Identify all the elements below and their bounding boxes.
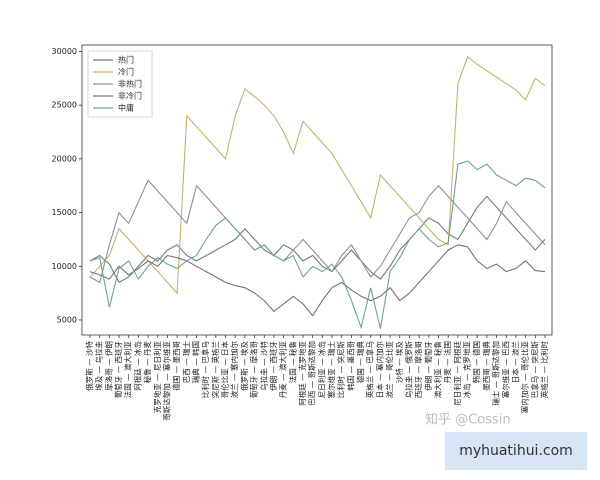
x-tick-label: 巴西 — 瑞士: [181, 341, 191, 384]
x-tick-label: 韩国 — 德国: [471, 341, 481, 383]
x-tick-label: 伊朗 — 西班牙: [268, 341, 278, 391]
x-tick-label: 波兰 — 塞内加尔: [229, 341, 239, 399]
x-tick-label: 英格兰 — 比利时: [539, 341, 549, 399]
x-tick-label: 巴西 — 哥斯达黎加: [307, 341, 317, 406]
legend-label: 中庸: [118, 103, 134, 113]
x-tick-label: 阿根廷 — 克罗地亚: [297, 341, 307, 406]
series-line: [89, 244, 546, 317]
legend-label: 热门: [118, 55, 134, 65]
y-tick-label: 15000: [52, 208, 77, 217]
x-tick-label: 埃及 — 乌拉圭: [94, 341, 104, 391]
y-tick-label: 5000: [57, 315, 77, 324]
x-tick-label: 俄罗斯 — 沙特: [84, 341, 94, 391]
y-tick-label: 25000: [52, 101, 77, 110]
x-tick-label: 摩洛哥 — 伊朗: [103, 341, 113, 391]
x-tick-label: 沙特 — 埃及: [394, 341, 404, 384]
x-tick-label: 伊朗 — 葡萄牙: [423, 341, 433, 391]
series-line: [89, 179, 546, 284]
y-tick-label: 20000: [52, 154, 77, 163]
x-tick-label: 俄罗斯 — 埃及: [239, 341, 249, 391]
x-tick-label: 冰岛 — 克罗地亚: [462, 341, 472, 399]
x-tick-label: 波兰 — 哥伦比亚: [384, 341, 394, 399]
x-tick-label: 日本 — 波兰: [510, 341, 520, 384]
x-tick-label: 尼日利亚 — 阿根廷: [452, 341, 462, 406]
x-tick-label: 法国 — 澳大利亚: [123, 341, 133, 399]
series-line: [89, 55, 546, 295]
y-tick-label: 10000: [52, 262, 77, 271]
x-tick-label: 丹麦 — 法国: [442, 341, 452, 383]
x-tick-label: 丹麦 — 澳大利亚: [278, 341, 288, 399]
x-tick-label: 克罗地亚 — 尼日利亚: [152, 341, 162, 414]
x-tick-label: 塞尔维亚 — 巴西: [500, 341, 510, 399]
x-tick-label: 塞内加尔 — 哥伦比亚: [520, 341, 530, 414]
watermark-site: myhuatihui.com: [459, 443, 573, 459]
series-line: [89, 160, 546, 330]
x-tick-label: 韩国 — 墨西哥: [345, 341, 355, 391]
x-tick-label: 巴拿马 — 突尼斯: [529, 341, 539, 399]
x-tick-label: 哥斯达黎加 — 塞尔维亚: [161, 341, 171, 421]
x-tick-label: 乌拉圭 — 沙特: [258, 341, 268, 391]
x-tick-label: 比利时 — 巴拿马: [200, 341, 210, 398]
legend-label: 非冷门: [118, 91, 142, 101]
x-tick-label: 澳大利亚 — 秘鲁: [433, 341, 443, 398]
x-tick-label: 日本 — 塞内加尔: [374, 341, 384, 399]
watermark: 知乎 @Cossin: [425, 412, 511, 428]
x-tick-label: 瑞士 — 哥斯达黎加: [491, 341, 501, 406]
x-tick-label: 葡萄牙 — 摩洛哥: [249, 341, 259, 399]
y-tick-label: 30000: [52, 47, 77, 56]
legend-label: 冷门: [118, 67, 134, 77]
x-tick-label: 突尼斯 — 英格兰: [210, 341, 220, 399]
x-tick-label: 西班牙 — 摩洛哥: [413, 341, 423, 399]
x-tick-label: 乌拉圭 — 俄罗斯: [403, 341, 413, 399]
x-tick-label: 英格兰 — 巴拿马: [365, 341, 375, 398]
x-tick-label: 墨西哥 — 瑞典: [481, 341, 491, 391]
x-tick-label: 尼日利亚 — 冰岛: [316, 341, 326, 398]
x-tick-label: 葡萄牙 — 西班牙: [113, 341, 123, 399]
plot-frame: [81, 44, 553, 336]
x-tick-label: 瑞典 — 韩国: [190, 341, 200, 383]
x-tick-label: 阿根廷 — 冰岛: [132, 341, 142, 391]
x-tick-label: 秘鲁 — 丹麦: [142, 341, 152, 384]
x-tick-label: 法国 — 秘鲁: [287, 341, 297, 383]
x-tick-label: 德国 — 墨西哥: [171, 341, 181, 391]
x-tick-label: 比利时 — 突尼斯: [336, 341, 346, 399]
watermark-box: [445, 432, 587, 470]
series-line: [89, 195, 546, 284]
x-tick-label: 德国 — 瑞典: [355, 341, 365, 384]
x-tick-label: 塞尔维亚 — 瑞士: [326, 341, 336, 399]
x-tick-label: 哥伦比亚 — 日本: [220, 341, 230, 399]
legend-label: 非热门: [118, 79, 142, 89]
